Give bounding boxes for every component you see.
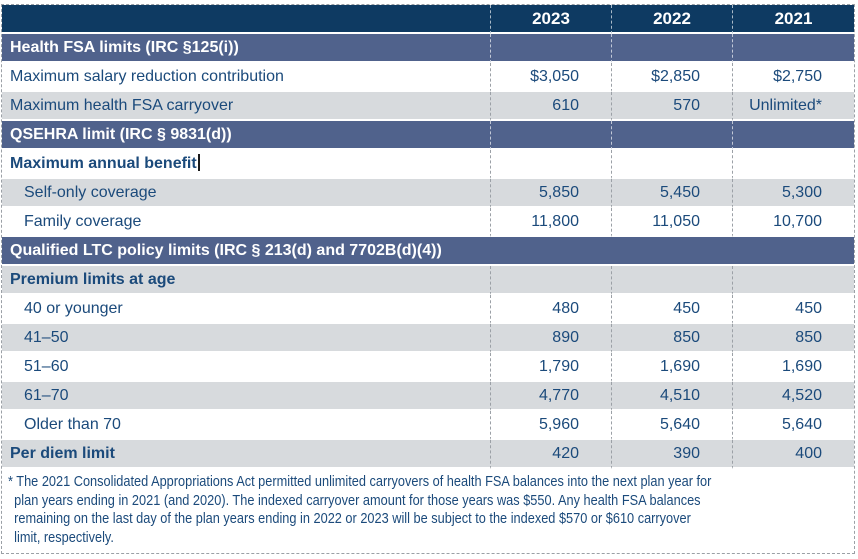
value-cell: $2,750 [732, 63, 854, 92]
value-cell: 890 [490, 324, 611, 353]
table-row: 51–60 1,790 1,690 1,690 [2, 353, 854, 382]
limits-table-body: 2023 2022 2021 Health FSA limits (IRC §125(… [2, 5, 854, 469]
value-cell: 5,450 [611, 179, 732, 208]
table-row: Maximum annual benefit [2, 150, 854, 179]
value-cell: 570 [611, 92, 732, 121]
value-cell: 5,300 [732, 179, 854, 208]
table-row: Maximum salary reduction contribution $3,… [2, 63, 854, 92]
value-cell: 10,700 [732, 208, 854, 237]
value-cell [611, 150, 732, 179]
value-cell: 4,520 [732, 382, 854, 411]
table-row: Self-only coverage 5,850 5,450 5,300 [2, 179, 854, 208]
section-header-label: Health FSA limits (IRC §125(i)) [2, 34, 490, 63]
section-header-label: Qualified LTC policy limits (IRC § 213(d… [2, 237, 854, 266]
value-cell: 4,510 [611, 382, 732, 411]
table-row: Family coverage 11,800 11,050 10,700 [2, 208, 854, 237]
table-row: 61–70 4,770 4,510 4,520 [2, 382, 854, 411]
section-empty-cell [732, 121, 854, 150]
limits-table: 2023 2022 2021 Health FSA limits (IRC §125(… [2, 5, 854, 469]
row-label[interactable]: Maximum annual benefit [2, 150, 490, 179]
row-label: 51–60 [2, 353, 490, 382]
section-header-row: QSEHRA limit (IRC § 9831(d)) [2, 121, 854, 150]
section-header-row: Qualified LTC policy limits (IRC § 213(d… [2, 237, 854, 266]
value-cell: 5,640 [732, 411, 854, 440]
value-cell [611, 266, 732, 295]
value-cell: 1,690 [732, 353, 854, 382]
value-cell: 400 [732, 440, 854, 469]
value-cell: 5,640 [611, 411, 732, 440]
value-cell: 850 [732, 324, 854, 353]
value-cell: $3,050 [490, 63, 611, 92]
row-label: Maximum health FSA carryover [2, 92, 490, 121]
value-cell: 1,690 [611, 353, 732, 382]
row-label: Older than 70 [2, 411, 490, 440]
value-cell: 480 [490, 295, 611, 324]
value-cell: 4,770 [490, 382, 611, 411]
value-cell: 5,850 [490, 179, 611, 208]
value-cell [490, 266, 611, 295]
corner-cell [2, 5, 490, 34]
table-row: 41–50 890 850 850 [2, 324, 854, 353]
section-empty-cell [611, 121, 732, 150]
value-cell [732, 150, 854, 179]
year-column-header: 2023 [490, 5, 611, 34]
value-cell: Unlimited* [732, 92, 854, 121]
value-cell: 5,960 [490, 411, 611, 440]
text-cursor [197, 154, 200, 171]
section-header-label: QSEHRA limit (IRC § 9831(d)) [2, 121, 490, 150]
year-header-row: 2023 2022 2021 [2, 5, 854, 34]
value-cell: 11,050 [611, 208, 732, 237]
value-cell: 850 [611, 324, 732, 353]
value-cell: 390 [611, 440, 732, 469]
table-row: 40 or younger 480 450 450 [2, 295, 854, 324]
value-cell: 1,790 [490, 353, 611, 382]
value-cell [732, 266, 854, 295]
value-cell: 450 [732, 295, 854, 324]
section-empty-cell [732, 34, 854, 63]
value-cell [490, 150, 611, 179]
section-empty-cell [611, 34, 732, 63]
table-frame: 2023 2022 2021 Health FSA limits (IRC §125(… [1, 4, 855, 555]
section-empty-cell [490, 34, 611, 63]
row-label: 61–70 [2, 382, 490, 411]
section-header-row: Health FSA limits (IRC §125(i)) [2, 34, 854, 63]
value-cell: 11,800 [490, 208, 611, 237]
year-column-header: 2022 [611, 5, 732, 34]
row-label: 40 or younger [2, 295, 490, 324]
row-label: Premium limits at age [2, 266, 490, 295]
section-empty-cell [490, 121, 611, 150]
value-cell: 450 [611, 295, 732, 324]
value-cell: 420 [490, 440, 611, 469]
value-cell: $2,850 [611, 63, 732, 92]
row-label: Self-only coverage [2, 179, 490, 208]
table-row: Premium limits at age [2, 266, 854, 295]
table-row: Maximum health FSA carryover 610 570 Unlimi… [2, 92, 854, 121]
table-row: Older than 70 5,960 5,640 5,640 [2, 411, 854, 440]
table-row: Per diem limit 420 390 400 [2, 440, 854, 469]
row-label: Maximum salary reduction contribution [2, 63, 490, 92]
footnote-text: * The 2021 Consolidated Appropriations A… [8, 474, 712, 546]
row-label: Family coverage [2, 208, 490, 237]
value-cell: 610 [490, 92, 611, 121]
year-column-header: 2021 [732, 5, 854, 34]
row-label: Per diem limit [2, 440, 490, 469]
footnote: * The 2021 Consolidated Appropriations A… [2, 469, 854, 553]
row-label: 41–50 [2, 324, 490, 353]
